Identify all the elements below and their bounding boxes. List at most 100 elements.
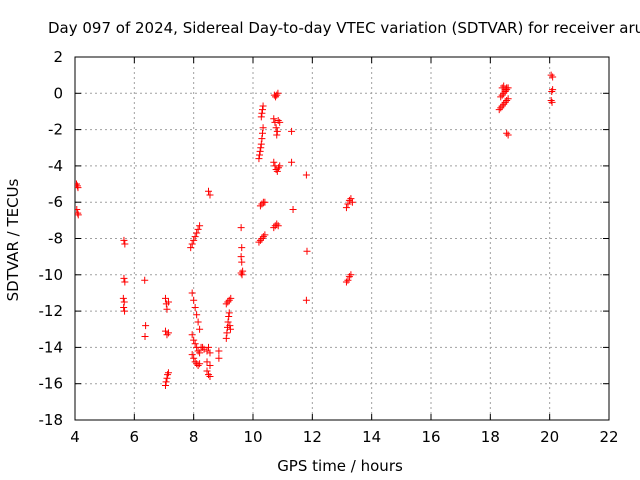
data-point [504, 95, 512, 103]
data-point [256, 147, 264, 155]
tick-labels: 4 6 8 10 12 14 16 18 20 2220-2-4-6-8-10-12-14-16-… [39, 48, 619, 446]
data-point [547, 97, 555, 105]
data-point [203, 347, 211, 355]
data-point [270, 158, 278, 166]
data-point [188, 240, 196, 248]
data-point [190, 296, 198, 304]
data-point [547, 71, 555, 79]
data-point [141, 276, 149, 284]
data-point [503, 97, 511, 105]
data-point [288, 158, 296, 166]
data-point [303, 247, 311, 255]
data-point [196, 349, 204, 357]
y-tick-label: -16 [39, 375, 64, 393]
data-point [121, 278, 129, 286]
y-tick-label: -10 [39, 266, 64, 284]
y-tick-label: -6 [48, 193, 63, 211]
data-point [191, 303, 199, 311]
y-tick-label: -18 [39, 411, 64, 429]
data-point [226, 322, 234, 330]
data-point [272, 124, 280, 132]
data-point [222, 300, 230, 308]
data-point [161, 327, 169, 335]
data-point [205, 371, 212, 379]
x-tick-label: 4 [70, 428, 80, 446]
data-point [193, 311, 201, 319]
x-tick-label: 6 [130, 428, 140, 446]
data-point [191, 233, 199, 241]
data-point [222, 334, 230, 342]
data-point [348, 198, 356, 206]
x-tick-label: 12 [303, 428, 322, 446]
data-point [121, 240, 129, 248]
y-tick-label: -4 [48, 157, 63, 175]
data-point [163, 374, 171, 382]
data-point [190, 236, 198, 244]
data-point [75, 211, 82, 219]
data-point [258, 235, 266, 242]
data-point [495, 106, 503, 114]
data-point [203, 367, 211, 375]
data-point [187, 244, 195, 252]
data-point [191, 340, 199, 348]
data-point [142, 322, 150, 330]
data-point [75, 184, 82, 192]
data-point [141, 333, 149, 341]
data-point [273, 220, 281, 228]
data-point [120, 274, 128, 282]
data-point [258, 109, 266, 117]
x-axis-label: GPS time / hours [277, 457, 403, 475]
data-point [289, 205, 297, 213]
data-point [75, 180, 80, 188]
data-point [255, 155, 263, 163]
data-point [121, 307, 129, 315]
data-point [274, 117, 282, 125]
data-point [196, 222, 204, 230]
data-point [276, 118, 284, 126]
data-points [75, 71, 557, 390]
data-point [188, 351, 196, 359]
x-tick-label: 16 [421, 428, 440, 446]
data-point [226, 325, 234, 333]
y-tick-label: -12 [39, 302, 64, 320]
data-point [342, 204, 350, 212]
data-point [224, 318, 232, 326]
data-point [196, 325, 204, 333]
data-point [238, 271, 246, 279]
data-point [548, 87, 556, 95]
data-point [224, 298, 232, 306]
data-point [345, 273, 353, 281]
data-point [302, 171, 310, 179]
data-point [345, 196, 353, 204]
data-point [164, 329, 172, 337]
data-point [164, 371, 172, 379]
data-point [270, 224, 278, 232]
data-point [225, 313, 233, 321]
data-point [503, 129, 511, 137]
data-point [225, 309, 233, 317]
data-point [223, 329, 231, 337]
data-point [190, 354, 198, 362]
data-point [347, 195, 355, 203]
data-point [194, 362, 202, 370]
data-point [258, 106, 266, 114]
data-point [549, 73, 557, 81]
data-point [225, 296, 233, 304]
data-point [276, 162, 284, 170]
data-point [206, 191, 214, 199]
data-point [191, 358, 199, 366]
data-point [193, 229, 201, 237]
data-point [255, 238, 263, 246]
data-point [120, 236, 128, 244]
data-point [344, 200, 352, 208]
data-point [273, 131, 281, 139]
data-point [497, 93, 505, 101]
data-point [163, 305, 171, 313]
data-point [258, 129, 266, 137]
data-point [237, 253, 245, 261]
data-point [259, 233, 267, 241]
x-tick-label: 20 [540, 428, 559, 446]
data-point [275, 164, 283, 172]
y-axis-label: SDTVAR / TECUs [4, 178, 22, 301]
